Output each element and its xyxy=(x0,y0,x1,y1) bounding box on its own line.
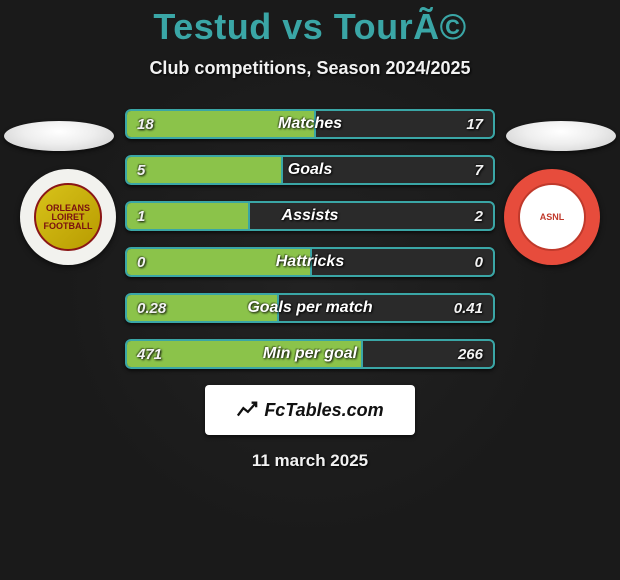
stat-name: Goals xyxy=(127,157,493,183)
stat-name: Min per goal xyxy=(127,341,493,367)
team-badge-right-line1: ASNL xyxy=(540,213,565,222)
stat-name: Matches xyxy=(127,111,493,137)
shadow-ellipse-left xyxy=(4,121,114,151)
page-title: Testud vs TourÃ© xyxy=(0,0,620,48)
stat-bar-row: 18Matches17 xyxy=(125,109,495,139)
stat-value-right: 17 xyxy=(456,111,493,137)
team-badge-left: ORLEANS LOIRET FOOTBALL xyxy=(20,169,116,265)
stat-value-right: 2 xyxy=(465,203,493,229)
comparison-stage: ORLEANS LOIRET FOOTBALL ASNL 18Matches17… xyxy=(0,109,620,369)
stat-name: Hattricks xyxy=(127,249,493,275)
page-subtitle: Club competitions, Season 2024/2025 xyxy=(0,58,620,79)
team-badge-right: ASNL xyxy=(504,169,600,265)
stat-bar-row: 471Min per goal266 xyxy=(125,339,495,369)
stat-name: Goals per match xyxy=(127,295,493,321)
brand-icon xyxy=(236,399,258,421)
stat-name: Assists xyxy=(127,203,493,229)
stat-bar-row: 0.28Goals per match0.41 xyxy=(125,293,495,323)
stat-value-right: 266 xyxy=(448,341,493,367)
team-badge-right-core: ASNL xyxy=(518,183,586,251)
team-badge-left-line3: FOOTBALL xyxy=(44,222,93,231)
shadow-ellipse-right xyxy=(506,121,616,151)
brand-text: FcTables.com xyxy=(264,400,383,421)
brand-badge[interactable]: FcTables.com xyxy=(205,385,415,435)
team-badge-left-core: ORLEANS LOIRET FOOTBALL xyxy=(34,183,102,251)
stat-bar-row: 5Goals7 xyxy=(125,155,495,185)
page-date: 11 march 2025 xyxy=(0,451,620,471)
stat-value-right: 0.41 xyxy=(444,295,493,321)
stat-bar-row: 1Assists2 xyxy=(125,201,495,231)
stat-bars: 18Matches17 5Goals7 1Assists2 0Hattricks0 0.… xyxy=(125,109,495,369)
stat-bar-row: 0Hattricks0 xyxy=(125,247,495,277)
stat-value-right: 7 xyxy=(465,157,493,183)
stat-value-right: 0 xyxy=(465,249,493,275)
